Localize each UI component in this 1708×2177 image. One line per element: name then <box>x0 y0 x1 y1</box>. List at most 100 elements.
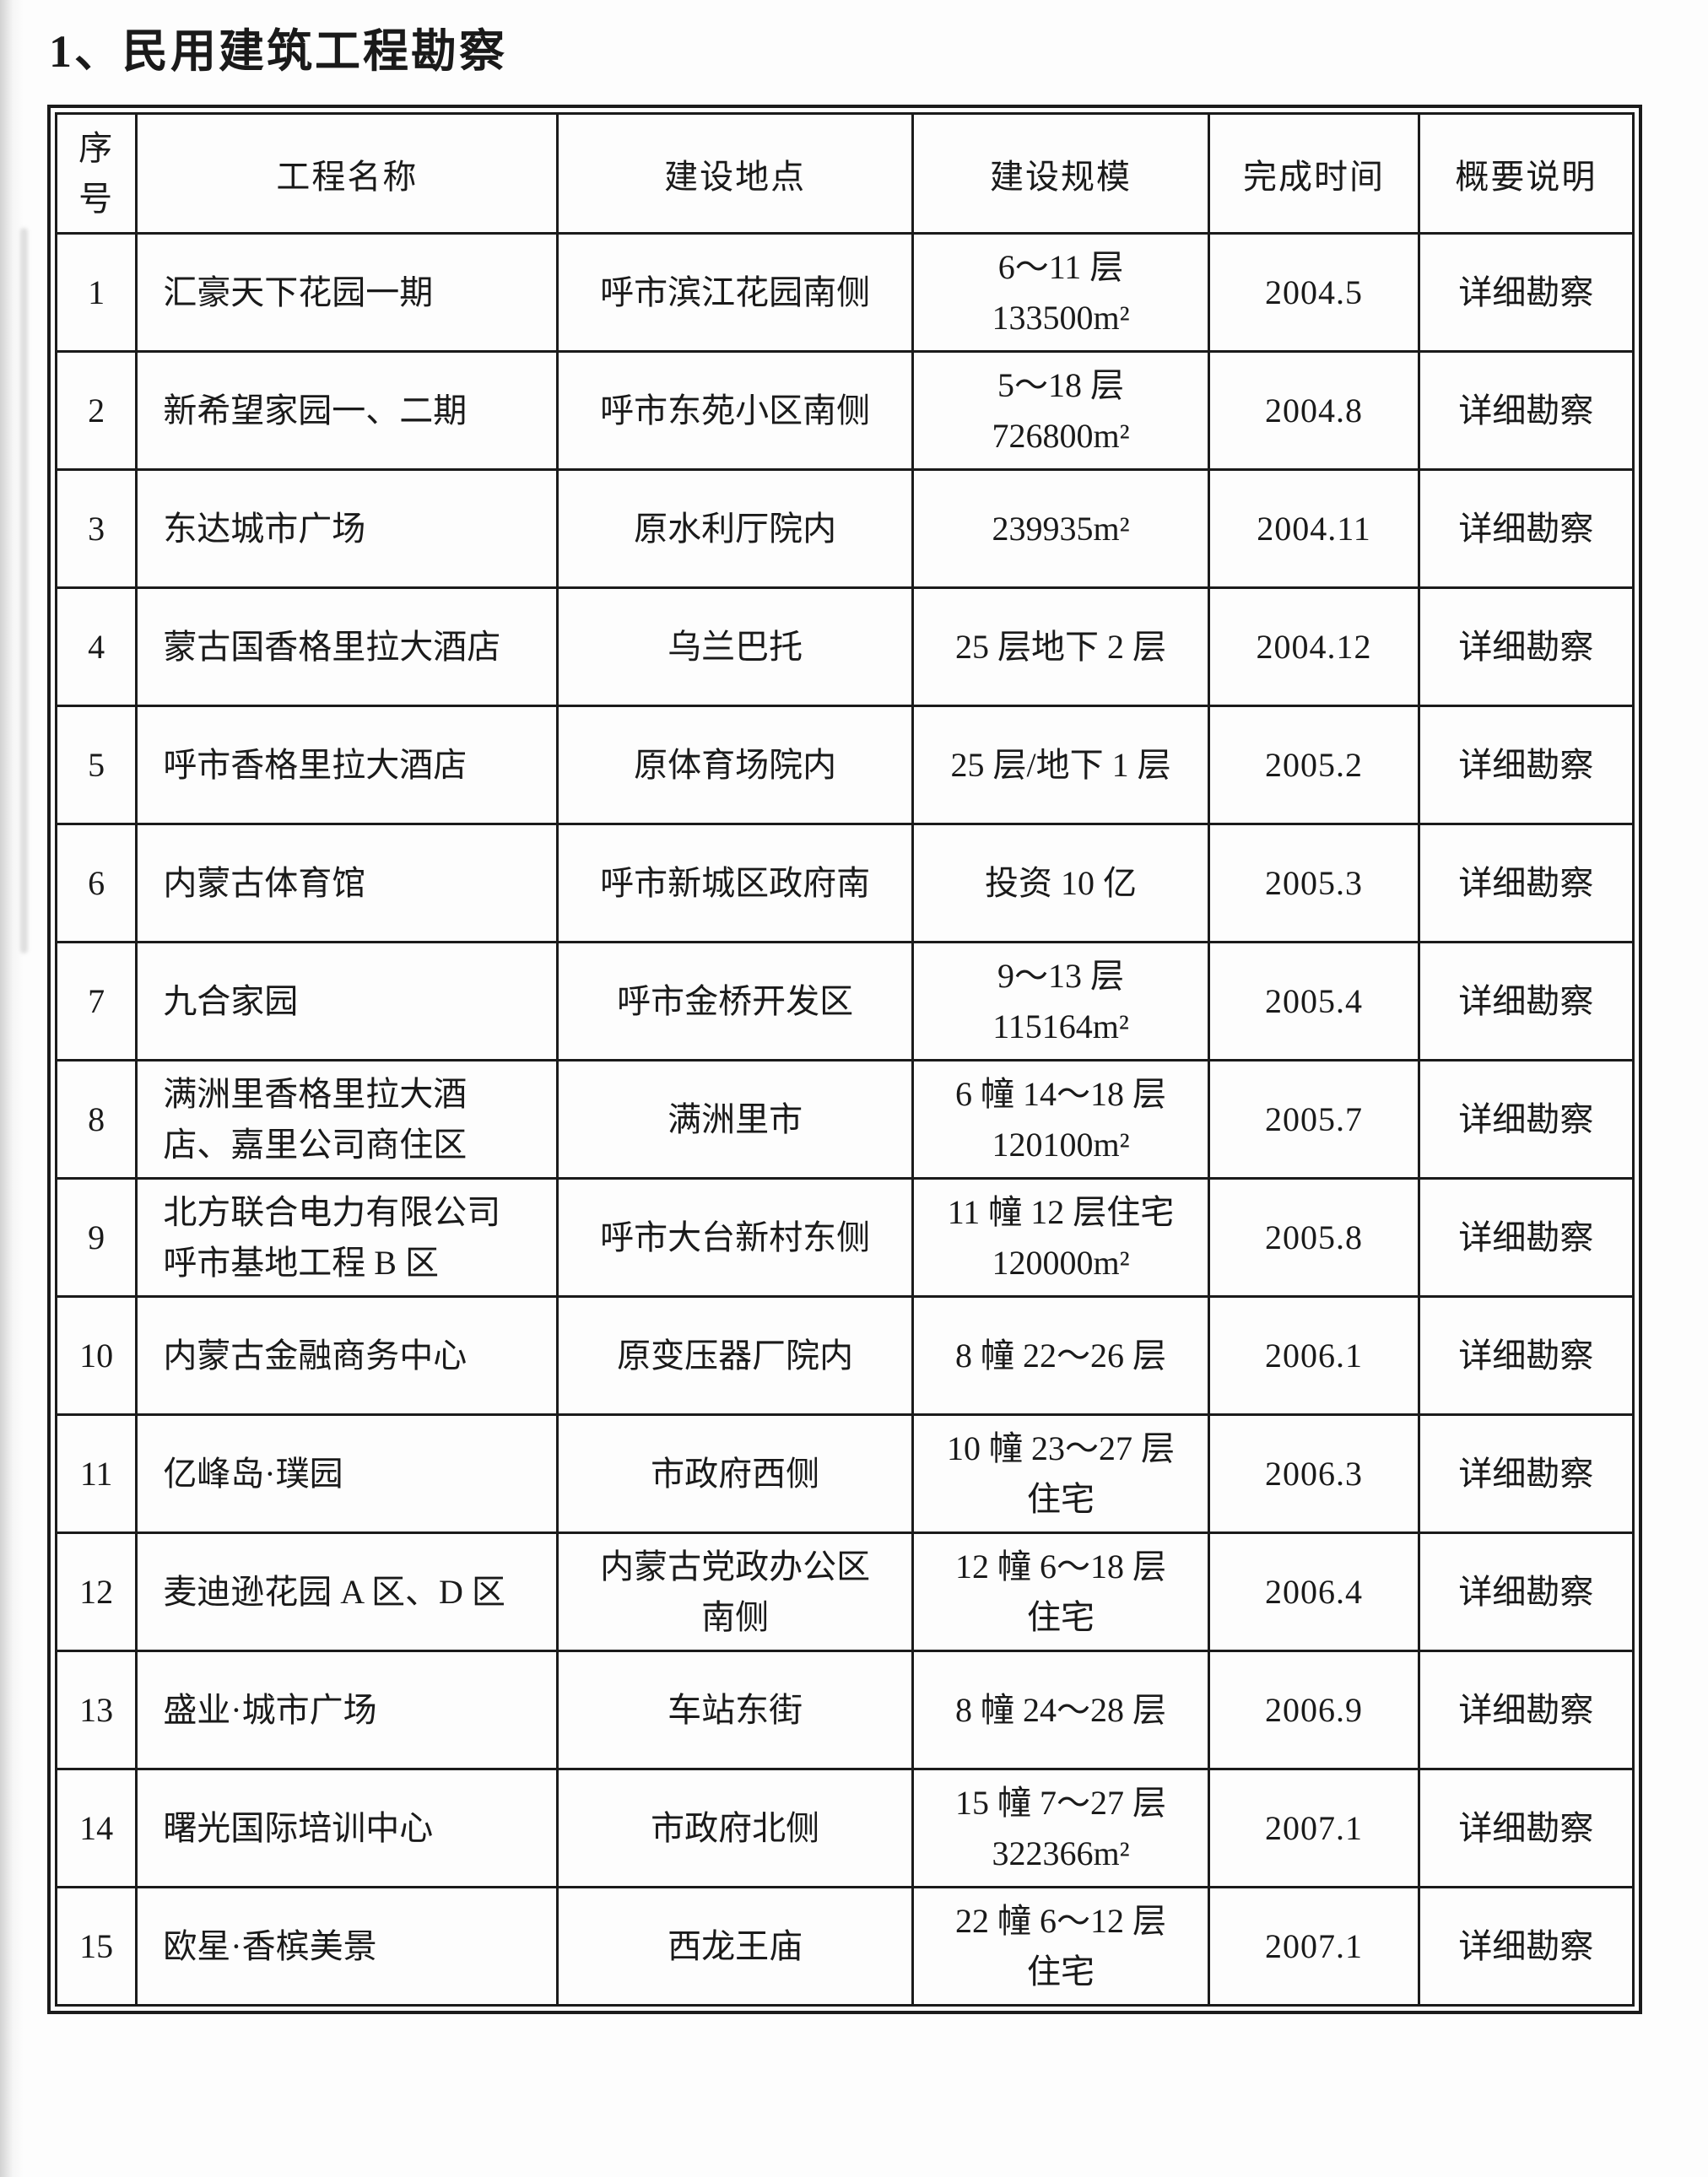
cell-location: 呼市新城区政府南 <box>556 823 914 943</box>
cell-location: 原变压器厂院内 <box>556 1295 914 1416</box>
table-header: 序号 工程名称 建设地点 建设规模 完成时间 概要说明 <box>54 112 1635 235</box>
cell-project-name: 九合家园 <box>135 941 559 1061</box>
cell-location: 满洲里市 <box>556 1059 914 1180</box>
cell-summary: 详细勘察 <box>1417 232 1635 353</box>
cell-summary: 详细勘察 <box>1417 468 1635 589</box>
cell-project-name: 北方联合电力有限公司 呼市基地工程 B 区 <box>135 1177 559 1298</box>
cell-location: 车站东街 <box>556 1650 914 1770</box>
cell-location: 呼市东苑小区南侧 <box>556 350 914 471</box>
cell-project-name: 东达城市广场 <box>135 468 559 589</box>
cell-completion-time: 2005.8 <box>1208 1177 1420 1298</box>
table-row: 15 欧星·香槟美景 西龙王庙 22 幢 6～12 层 住宅 2007.1 详细… <box>54 1886 1635 2007</box>
cell-summary: 详细勘察 <box>1417 705 1635 825</box>
cell-location: 市政府西侧 <box>556 1413 914 1534</box>
cell-project-name: 亿峰岛·璞园 <box>135 1413 559 1534</box>
cell-seq: 2 <box>54 350 138 471</box>
cell-completion-time: 2005.4 <box>1208 941 1420 1061</box>
cell-scale: 10 幢 23～27 层 住宅 <box>911 1413 1211 1534</box>
column-header-summary: 概要说明 <box>1417 112 1635 235</box>
cell-project-name: 欧星·香槟美景 <box>135 1886 559 2007</box>
cell-project-name: 内蒙古体育馆 <box>135 823 559 943</box>
cell-seq: 8 <box>54 1059 138 1180</box>
cell-project-name: 呼市香格里拉大酒店 <box>135 705 559 825</box>
cell-summary: 详细勘察 <box>1417 1177 1635 1298</box>
cell-summary: 详细勘察 <box>1417 1768 1635 1888</box>
table-row: 4 蒙古国香格里拉大酒店 乌兰巴托 25 层地下 2 层 2004.12 详细勘… <box>54 586 1635 707</box>
cell-completion-time: 2007.1 <box>1208 1768 1420 1888</box>
table-frame: 序号 工程名称 建设地点 建设规模 完成时间 概要说明 1 汇豪天下花园一期 呼… <box>47 105 1642 2014</box>
cell-location: 乌兰巴托 <box>556 586 914 707</box>
cell-location: 呼市滨江花园南侧 <box>556 232 914 353</box>
cell-project-name: 麦迪逊花园 A 区、D 区 <box>135 1531 559 1652</box>
cell-seq: 15 <box>54 1886 138 2007</box>
cell-seq: 11 <box>54 1413 138 1534</box>
cell-scale: 25 层地下 2 层 <box>911 586 1211 707</box>
column-header-seq-label: 序号 <box>78 128 115 218</box>
cell-completion-time: 2004.11 <box>1208 468 1420 589</box>
cell-completion-time: 2005.3 <box>1208 823 1420 943</box>
column-header-seq: 序号 <box>54 112 138 235</box>
cell-completion-time: 2004.5 <box>1208 232 1420 353</box>
cell-scale: 9～13 层 115164m² <box>911 941 1211 1061</box>
cell-scale: 239935m² <box>911 468 1211 589</box>
cell-location: 原体育场院内 <box>556 705 914 825</box>
cell-scale: 6 幢 14～18 层 120100m² <box>911 1059 1211 1180</box>
cell-completion-time: 2005.7 <box>1208 1059 1420 1180</box>
cell-location: 呼市金桥开发区 <box>556 941 914 1061</box>
table-row: 7 九合家园 呼市金桥开发区 9～13 层 115164m² 2005.4 详细… <box>54 941 1635 1061</box>
cell-seq: 1 <box>54 232 138 353</box>
projects-table: 序号 工程名称 建设地点 建设规模 完成时间 概要说明 1 汇豪天下花园一期 呼… <box>54 112 1635 2007</box>
cell-summary: 详细勘察 <box>1417 586 1635 707</box>
cell-project-name: 汇豪天下花园一期 <box>135 232 559 353</box>
cell-location: 呼市大台新村东侧 <box>556 1177 914 1298</box>
table-row: 13 盛业·城市广场 车站东街 8 幢 24～28 层 2006.9 详细勘察 <box>54 1650 1635 1770</box>
cell-scale: 22 幢 6～12 层 住宅 <box>911 1886 1211 2007</box>
cell-scale: 15 幢 7～27 层 322366m² <box>911 1768 1211 1888</box>
cell-seq: 10 <box>54 1295 138 1416</box>
cell-project-name: 盛业·城市广场 <box>135 1650 559 1770</box>
header-row: 序号 工程名称 建设地点 建设规模 完成时间 概要说明 <box>54 112 1635 235</box>
table-row: 9 北方联合电力有限公司 呼市基地工程 B 区 呼市大台新村东侧 11 幢 12… <box>54 1177 1635 1298</box>
cell-seq: 7 <box>54 941 138 1061</box>
cell-summary: 详细勘察 <box>1417 1059 1635 1180</box>
cell-location: 内蒙古党政办公区 南侧 <box>556 1531 914 1652</box>
cell-completion-time: 2006.4 <box>1208 1531 1420 1652</box>
cell-summary: 详细勘察 <box>1417 1650 1635 1770</box>
cell-completion-time: 2004.8 <box>1208 350 1420 471</box>
cell-location: 市政府北侧 <box>556 1768 914 1888</box>
table-row: 1 汇豪天下花园一期 呼市滨江花园南侧 6～11 层 133500m² 2004… <box>54 232 1635 353</box>
cell-project-name: 内蒙古金融商务中心 <box>135 1295 559 1416</box>
cell-seq: 4 <box>54 586 138 707</box>
cell-seq: 5 <box>54 705 138 825</box>
column-header-scale: 建设规模 <box>911 112 1211 235</box>
page-title: 1、民用建筑工程勘察 <box>49 26 507 77</box>
cell-completion-time: 2006.9 <box>1208 1650 1420 1770</box>
cell-seq: 6 <box>54 823 138 943</box>
cell-summary: 详细勘察 <box>1417 1886 1635 2007</box>
cell-seq: 3 <box>54 468 138 589</box>
cell-project-name: 新希望家园一、二期 <box>135 350 559 471</box>
cell-scale: 8 幢 24～28 层 <box>911 1650 1211 1770</box>
column-header-location: 建设地点 <box>556 112 914 235</box>
column-header-project-name: 工程名称 <box>135 112 559 235</box>
cell-scale: 25 层/地下 1 层 <box>911 705 1211 825</box>
table-row: 3 东达城市广场 原水利厅院内 239935m² 2004.11 详细勘察 <box>54 468 1635 589</box>
table-row: 11 亿峰岛·璞园 市政府西侧 10 幢 23～27 层 住宅 2006.3 详… <box>54 1413 1635 1534</box>
cell-scale: 8 幢 22～26 层 <box>911 1295 1211 1416</box>
cell-summary: 详细勘察 <box>1417 823 1635 943</box>
scan-streak-artifact <box>20 228 28 953</box>
table-row: 2 新希望家园一、二期 呼市东苑小区南侧 5～18 层 726800m² 200… <box>54 350 1635 471</box>
cell-project-name: 满洲里香格里拉大酒 店、嘉里公司商住区 <box>135 1059 559 1180</box>
cell-summary: 详细勘察 <box>1417 941 1635 1061</box>
table-row: 12 麦迪逊花园 A 区、D 区 内蒙古党政办公区 南侧 12 幢 6～18 层… <box>54 1531 1635 1652</box>
table-row: 5 呼市香格里拉大酒店 原体育场院内 25 层/地下 1 层 2005.2 详细… <box>54 705 1635 825</box>
cell-summary: 详细勘察 <box>1417 350 1635 471</box>
cell-scale: 6～11 层 133500m² <box>911 232 1211 353</box>
table-row: 6 内蒙古体育馆 呼市新城区政府南 投资 10 亿 2005.3 详细勘察 <box>54 823 1635 943</box>
table-row: 10 内蒙古金融商务中心 原变压器厂院内 8 幢 22～26 层 2006.1 … <box>54 1295 1635 1416</box>
cell-summary: 详细勘察 <box>1417 1295 1635 1416</box>
cell-completion-time: 2006.1 <box>1208 1295 1420 1416</box>
cell-location: 原水利厅院内 <box>556 468 914 589</box>
cell-project-name: 蒙古国香格里拉大酒店 <box>135 586 559 707</box>
cell-completion-time: 2006.3 <box>1208 1413 1420 1534</box>
